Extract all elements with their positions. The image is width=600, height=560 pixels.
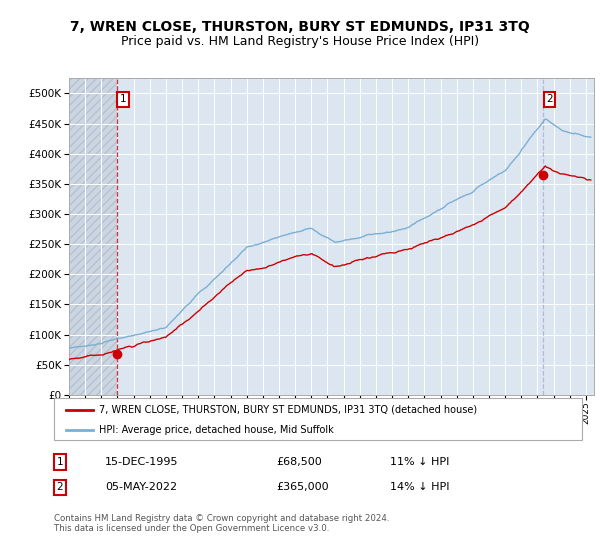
Text: Contains HM Land Registry data © Crown copyright and database right 2024.
This d: Contains HM Land Registry data © Crown c… — [54, 514, 389, 534]
Text: 05-MAY-2022: 05-MAY-2022 — [105, 482, 177, 492]
Text: 15-DEC-1995: 15-DEC-1995 — [105, 457, 179, 467]
Text: 14% ↓ HPI: 14% ↓ HPI — [390, 482, 449, 492]
Bar — [69, 78, 117, 395]
Text: £68,500: £68,500 — [276, 457, 322, 467]
Text: Price paid vs. HM Land Registry's House Price Index (HPI): Price paid vs. HM Land Registry's House … — [121, 35, 479, 48]
Text: 1: 1 — [56, 457, 64, 467]
Text: 2: 2 — [546, 95, 553, 105]
Text: 7, WREN CLOSE, THURSTON, BURY ST EDMUNDS, IP31 3TQ (detached house): 7, WREN CLOSE, THURSTON, BURY ST EDMUNDS… — [99, 405, 477, 415]
Text: 2: 2 — [56, 482, 64, 492]
Text: 11% ↓ HPI: 11% ↓ HPI — [390, 457, 449, 467]
Text: 1: 1 — [120, 95, 127, 105]
Text: 7, WREN CLOSE, THURSTON, BURY ST EDMUNDS, IP31 3TQ: 7, WREN CLOSE, THURSTON, BURY ST EDMUNDS… — [70, 20, 530, 34]
Text: £365,000: £365,000 — [276, 482, 329, 492]
Text: HPI: Average price, detached house, Mid Suffolk: HPI: Average price, detached house, Mid … — [99, 424, 334, 435]
